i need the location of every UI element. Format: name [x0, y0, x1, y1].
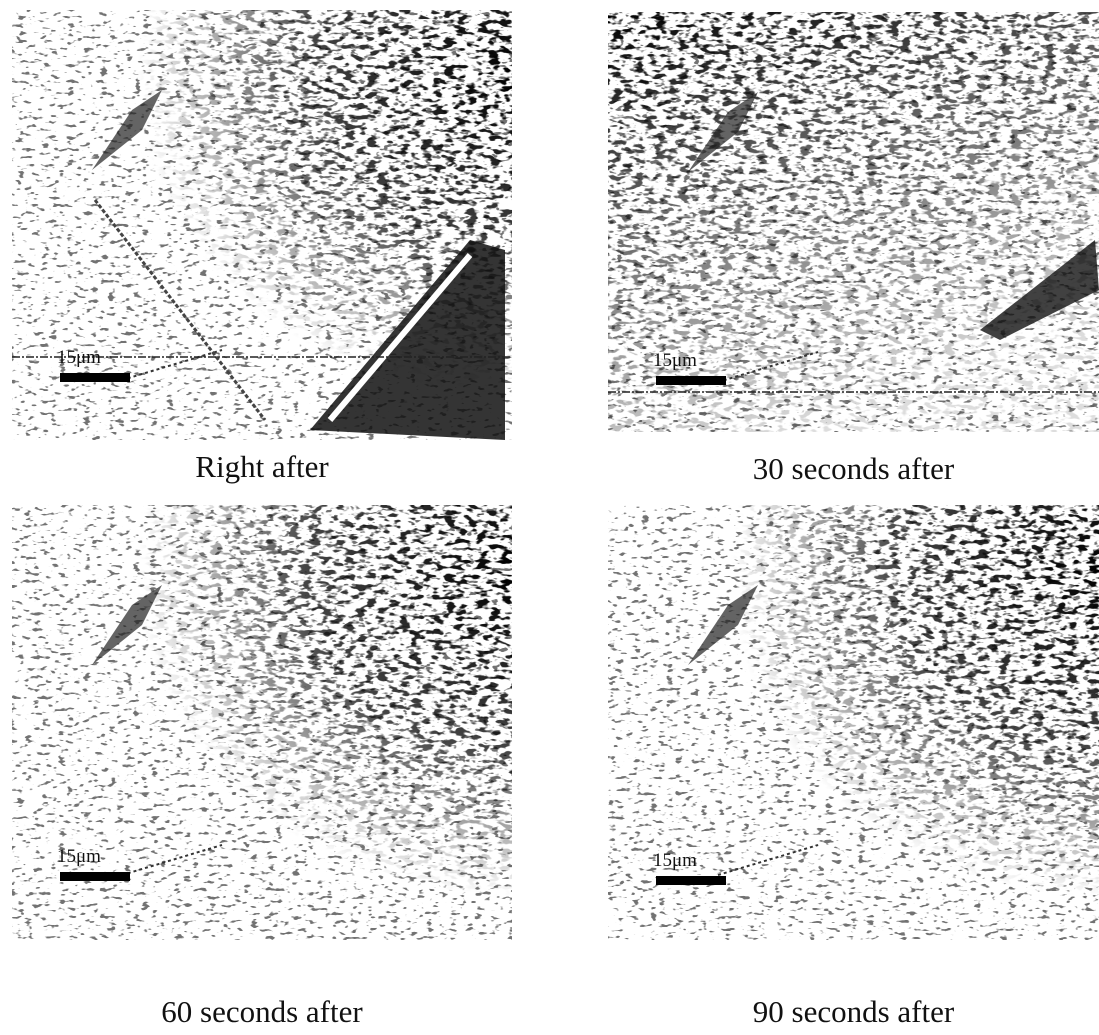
panel-caption: Right after — [195, 449, 329, 484]
scale-label: 15μm — [653, 350, 697, 371]
dark-band — [980, 240, 1099, 340]
scale-label: 15μm — [653, 850, 697, 871]
micrograph-panel: 15μm 90 seconds after — [608, 505, 1099, 1029]
panel-caption: 30 seconds after — [753, 451, 955, 486]
scale-bar — [60, 373, 130, 382]
scratch — [93, 199, 267, 421]
scale-bar — [656, 376, 726, 385]
panel-caption: 60 seconds after — [161, 994, 363, 1029]
scale-label: 15μm — [57, 347, 101, 368]
dark-feature — [688, 92, 758, 172]
micrograph-panel: 15μm 60 seconds after — [12, 505, 512, 1029]
scale-bar — [656, 876, 726, 885]
speckle-dark — [12, 505, 512, 940]
dark-feature — [688, 585, 758, 665]
panel-caption: 90 seconds after — [753, 994, 955, 1029]
scale-label: 15μm — [57, 846, 101, 867]
scale-bar — [60, 872, 130, 881]
dark-feature — [92, 585, 162, 665]
bright-edge — [327, 253, 473, 422]
speckle-dark — [608, 505, 1099, 940]
dark-feature — [92, 90, 162, 170]
micrograph-panel: 15μm 30 seconds after — [608, 12, 1099, 486]
speckle-dark — [608, 12, 1099, 432]
micrograph-panel: 15μm Right after — [12, 10, 512, 484]
